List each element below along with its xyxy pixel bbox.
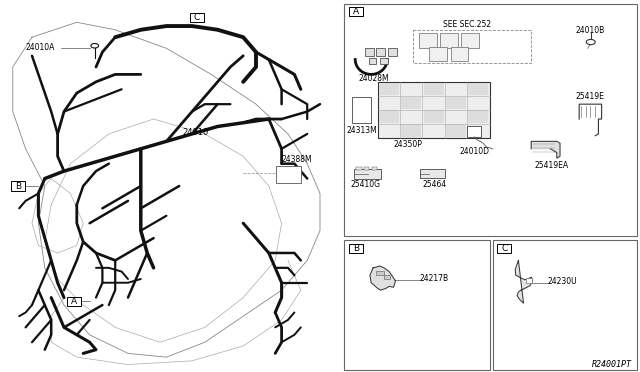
Bar (384, 275, 390, 279)
Bar (67, 297, 81, 306)
Bar (413, 30, 531, 63)
Bar (401, 97, 421, 109)
Bar (349, 244, 363, 253)
Bar (461, 33, 479, 48)
Text: B: B (15, 182, 21, 190)
Text: B: B (353, 244, 359, 253)
Bar (451, 46, 468, 61)
Bar (356, 167, 362, 170)
Text: 24028M: 24028M (358, 74, 389, 83)
Bar (388, 48, 397, 56)
Bar (369, 58, 376, 64)
Text: A: A (353, 7, 359, 16)
Bar (349, 7, 363, 16)
Bar (467, 126, 481, 137)
Bar (376, 271, 384, 275)
Bar (354, 169, 381, 179)
Text: A: A (71, 297, 77, 306)
Bar (468, 83, 488, 95)
Text: 24350P: 24350P (394, 140, 422, 148)
Bar (344, 4, 637, 236)
Text: 24313M: 24313M (347, 126, 378, 135)
Text: C: C (501, 244, 508, 253)
Text: 24230U: 24230U (547, 277, 577, 286)
Bar (380, 58, 388, 64)
Bar (440, 33, 458, 48)
Bar (429, 46, 447, 61)
Text: 25419EA: 25419EA (534, 161, 568, 170)
Text: 24388M: 24388M (282, 155, 312, 164)
Bar (344, 240, 490, 370)
Bar (365, 48, 374, 56)
Circle shape (91, 44, 99, 48)
Bar (372, 167, 377, 170)
Bar (497, 244, 511, 253)
Bar (11, 182, 25, 190)
Bar (420, 169, 445, 178)
Bar (446, 97, 466, 109)
Bar (276, 166, 301, 183)
Text: 25410G: 25410G (350, 180, 380, 189)
Circle shape (586, 39, 595, 45)
Text: SEE SEC.252: SEE SEC.252 (443, 20, 492, 29)
Bar (376, 48, 385, 56)
Bar (493, 240, 637, 370)
Text: 24217B: 24217B (419, 274, 449, 283)
Text: 25419E: 25419E (576, 92, 605, 101)
Text: R24001PT: R24001PT (593, 360, 632, 369)
Bar (401, 124, 421, 137)
Bar (446, 124, 466, 137)
Text: 24010B: 24010B (576, 26, 605, 35)
Text: 24010: 24010 (182, 128, 209, 137)
Bar (424, 110, 444, 123)
Bar (378, 82, 490, 138)
Bar (379, 83, 399, 95)
Bar (468, 110, 488, 123)
Bar (190, 13, 204, 22)
Text: 25464: 25464 (422, 180, 447, 189)
Polygon shape (515, 260, 532, 303)
Polygon shape (370, 266, 396, 290)
Text: 24010D: 24010D (460, 147, 490, 156)
Text: C: C (194, 13, 200, 22)
Bar (379, 110, 399, 123)
Text: 24010A: 24010A (26, 43, 55, 52)
Bar (419, 33, 437, 48)
Bar (526, 278, 532, 283)
Bar (352, 97, 371, 123)
Bar (364, 167, 369, 170)
Polygon shape (531, 141, 560, 158)
Bar (424, 83, 444, 95)
